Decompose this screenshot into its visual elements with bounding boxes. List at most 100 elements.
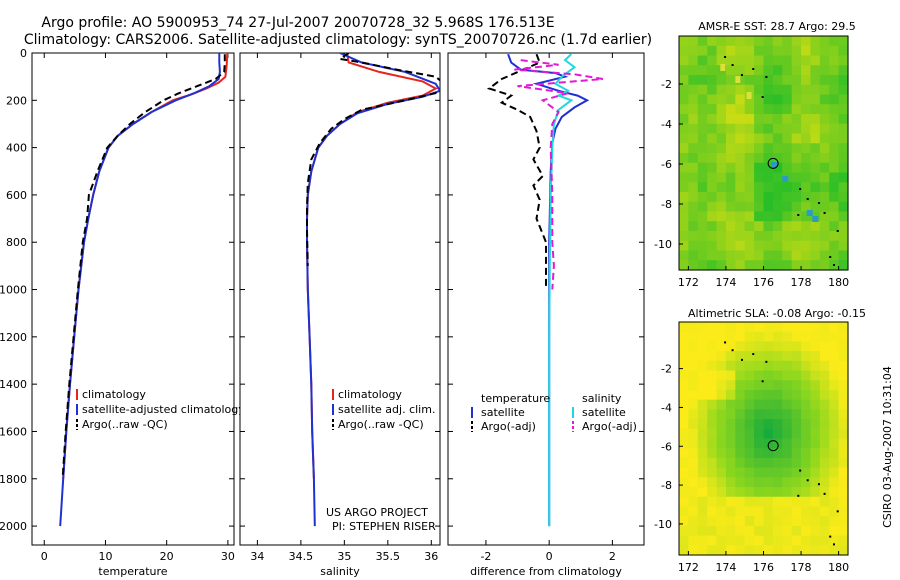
map-cell [772, 182, 783, 193]
island-dot [731, 64, 734, 66]
map-cell [763, 182, 774, 193]
map-cell [819, 496, 830, 508]
map-cell [819, 477, 830, 488]
map-cell [707, 231, 718, 242]
map-cell [744, 487, 755, 498]
map-cell [810, 231, 821, 242]
map-cell [763, 370, 774, 381]
map-cell [744, 389, 755, 401]
map-cell [725, 419, 736, 430]
map-cell [716, 341, 727, 352]
map-cell [697, 192, 708, 203]
map-cell [725, 65, 736, 76]
map-cell [791, 250, 802, 261]
map-cell [829, 55, 840, 66]
map-cell [744, 380, 755, 391]
map-cell [716, 172, 727, 183]
map-cell [725, 506, 736, 517]
map-cell [754, 221, 765, 232]
map-cell [782, 525, 793, 537]
map-cell [697, 428, 708, 440]
warm-patch [720, 64, 726, 71]
title-line1: Argo profile: AO 5900953_74 27-Jul-2007 … [41, 15, 554, 31]
map-cell [791, 231, 802, 242]
map-cell [819, 240, 830, 252]
map-cell [829, 409, 840, 420]
map-cell [754, 457, 765, 469]
x-tick-label: 35 [337, 550, 351, 563]
map-cell [801, 182, 812, 193]
map-cell [679, 525, 689, 537]
x-tick-label: 172 [678, 561, 699, 574]
map-cell [725, 331, 736, 343]
map-cell [735, 65, 746, 76]
map-cell [791, 428, 802, 440]
map-cell [838, 389, 849, 401]
map-cell [679, 457, 689, 469]
map-cell [810, 516, 821, 527]
map-cell [810, 114, 821, 125]
map-cell [688, 525, 699, 537]
map-cell [744, 192, 755, 203]
island-dot [806, 479, 809, 482]
map-cell [763, 457, 774, 469]
map-cell [707, 260, 718, 271]
legend-label: satellite [582, 406, 626, 419]
map-cell [697, 250, 708, 261]
map-cell [744, 211, 755, 222]
map-cell [782, 211, 793, 222]
map-cell [679, 211, 689, 222]
map-cell [735, 104, 746, 115]
map-cell [735, 477, 746, 488]
map-cell [838, 322, 849, 333]
map-cell [791, 36, 802, 47]
legend-label: satellite-adjusted climatology [82, 403, 245, 416]
map-cell [801, 65, 812, 76]
map-cell [725, 322, 736, 333]
map-cell [782, 448, 793, 459]
map-cell [744, 428, 755, 440]
map-cell [791, 370, 802, 381]
map-cell [688, 331, 699, 343]
map-cell [716, 322, 727, 333]
map-cell [791, 467, 802, 478]
map-cell [735, 192, 746, 203]
map-cell [801, 496, 812, 508]
argo-location-marker [767, 440, 779, 452]
map-cell [679, 370, 689, 381]
map-cell [819, 409, 830, 420]
map-cell [791, 535, 802, 546]
map-title: AMSR-E SST: 28.7 Argo: 29.5 [698, 20, 856, 33]
map-cell [754, 240, 765, 252]
map-cell [688, 351, 699, 362]
map-cell [801, 409, 812, 420]
map-cell [838, 360, 849, 372]
map-cell [763, 114, 774, 125]
map-cell [735, 389, 746, 401]
map-cell [763, 84, 774, 96]
map-cell [819, 331, 830, 343]
map-cell [810, 438, 821, 449]
map-cell [707, 65, 718, 76]
map-cell [810, 104, 821, 115]
map-cell [744, 448, 755, 459]
map-cell [754, 448, 765, 459]
map-cell [791, 448, 802, 459]
map-cell [679, 341, 689, 352]
map-cell [819, 75, 830, 86]
map-cell [716, 545, 727, 556]
map-cell [697, 114, 708, 125]
map-cell [716, 448, 727, 459]
map-cell [763, 104, 774, 115]
map-cell [838, 477, 849, 488]
map-cell [819, 351, 830, 362]
map-cell [801, 153, 812, 164]
map-cell [697, 380, 708, 391]
map-cell [791, 55, 802, 66]
map-cell [697, 55, 708, 66]
map-cell [754, 477, 765, 488]
map-cell [744, 55, 755, 66]
map-cell [810, 123, 821, 135]
map-cell [791, 240, 802, 252]
map-cell [772, 477, 783, 488]
